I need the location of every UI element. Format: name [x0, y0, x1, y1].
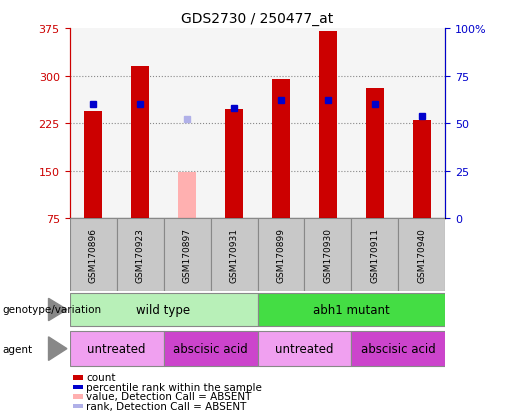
- Text: count: count: [87, 373, 116, 382]
- Text: abscisic acid: abscisic acid: [173, 342, 248, 355]
- Text: agent: agent: [3, 344, 32, 354]
- Text: GSM170899: GSM170899: [277, 228, 285, 282]
- Bar: [258, 219, 304, 291]
- Bar: [399, 219, 445, 291]
- Text: GSM170931: GSM170931: [230, 228, 238, 282]
- Text: value, Detection Call = ABSENT: value, Detection Call = ABSENT: [87, 392, 252, 401]
- Bar: [131, 67, 149, 219]
- Bar: [83, 111, 102, 219]
- Text: genotype/variation: genotype/variation: [3, 305, 101, 315]
- Bar: [116, 219, 164, 291]
- Bar: [366, 89, 384, 219]
- Bar: [73, 404, 83, 408]
- Bar: [164, 331, 258, 366]
- Bar: [258, 331, 352, 366]
- Bar: [304, 219, 352, 291]
- Bar: [70, 293, 258, 326]
- Bar: [352, 219, 399, 291]
- Text: GSM170940: GSM170940: [418, 228, 426, 282]
- Text: abh1 mutant: abh1 mutant: [313, 303, 390, 316]
- Text: rank, Detection Call = ABSENT: rank, Detection Call = ABSENT: [87, 401, 247, 411]
- Text: GSM170911: GSM170911: [370, 228, 380, 282]
- Bar: [352, 331, 445, 366]
- Text: untreated: untreated: [87, 342, 146, 355]
- Bar: [271, 80, 290, 219]
- Bar: [319, 32, 337, 219]
- Text: GSM170930: GSM170930: [323, 228, 333, 282]
- Bar: [225, 109, 244, 219]
- Text: GSM170923: GSM170923: [135, 228, 145, 282]
- Text: GSM170896: GSM170896: [89, 228, 97, 282]
- Text: wild type: wild type: [136, 303, 191, 316]
- Text: untreated: untreated: [275, 342, 334, 355]
- Bar: [178, 173, 196, 219]
- Bar: [164, 219, 211, 291]
- Text: abscisic acid: abscisic acid: [361, 342, 436, 355]
- Bar: [73, 375, 83, 380]
- Bar: [73, 394, 83, 399]
- Polygon shape: [48, 299, 67, 321]
- Polygon shape: [48, 337, 67, 361]
- Bar: [70, 219, 116, 291]
- Bar: [258, 293, 445, 326]
- Text: percentile rank within the sample: percentile rank within the sample: [87, 382, 262, 392]
- Text: GSM170897: GSM170897: [182, 228, 192, 282]
- Bar: [211, 219, 258, 291]
- Bar: [413, 121, 432, 219]
- Bar: [73, 385, 83, 389]
- Bar: [70, 331, 164, 366]
- Text: GDS2730 / 250477_at: GDS2730 / 250477_at: [181, 12, 334, 26]
